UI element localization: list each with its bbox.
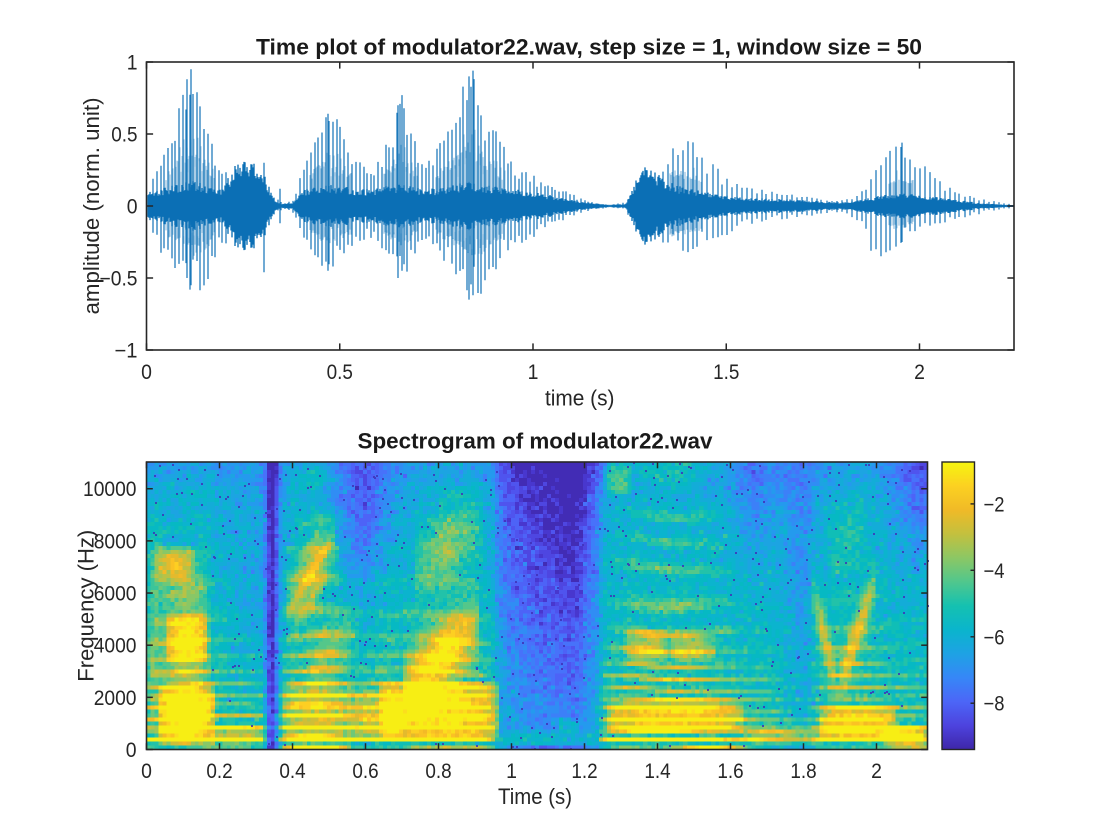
svg-text:1.4: 1.4: [644, 760, 671, 783]
svg-text:amplitude (norm. unit): amplitude (norm. unit): [79, 98, 104, 315]
svg-text:time (s): time (s): [545, 386, 615, 411]
svg-text:Time (s): Time (s): [498, 784, 572, 809]
svg-text:0: 0: [141, 361, 152, 384]
svg-text:8000: 8000: [94, 530, 137, 553]
svg-text:−2: −2: [984, 493, 1005, 516]
svg-text:0.6: 0.6: [352, 760, 378, 783]
svg-text:2000: 2000: [94, 687, 137, 710]
svg-text:10000: 10000: [83, 478, 137, 501]
svg-text:−4: −4: [984, 560, 1005, 583]
svg-text:Spectrogram of modulator22.wav: Spectrogram of modulator22.wav: [358, 429, 714, 454]
svg-text:1.6: 1.6: [717, 760, 743, 783]
svg-text:0: 0: [127, 196, 138, 219]
svg-text:0.5: 0.5: [327, 361, 353, 384]
svg-text:−0.5: −0.5: [100, 268, 138, 291]
svg-text:1.5: 1.5: [713, 361, 739, 384]
svg-text:2: 2: [914, 361, 925, 384]
svg-text:0: 0: [126, 739, 137, 762]
svg-text:1: 1: [506, 760, 517, 783]
svg-text:0.2: 0.2: [206, 760, 232, 783]
svg-text:0.4: 0.4: [279, 760, 306, 783]
svg-text:Time plot of modulator22.wav,: Time plot of modulator22.wav, step size …: [256, 34, 922, 59]
svg-text:0.8: 0.8: [425, 760, 451, 783]
svg-text:−8: −8: [984, 693, 1005, 716]
svg-text:4000: 4000: [94, 635, 137, 658]
svg-text:−6: −6: [984, 626, 1005, 649]
svg-text:1.2: 1.2: [571, 760, 597, 783]
svg-text:0: 0: [141, 760, 152, 783]
svg-text:6000: 6000: [94, 583, 137, 606]
svg-text:0.5: 0.5: [111, 124, 137, 147]
svg-text:1: 1: [528, 361, 539, 384]
svg-text:−1: −1: [115, 340, 138, 363]
svg-text:1.8: 1.8: [790, 760, 816, 783]
svg-text:1: 1: [127, 52, 138, 75]
svg-text:Frequency (Hz): Frequency (Hz): [74, 530, 99, 682]
svg-text:2: 2: [871, 760, 882, 783]
